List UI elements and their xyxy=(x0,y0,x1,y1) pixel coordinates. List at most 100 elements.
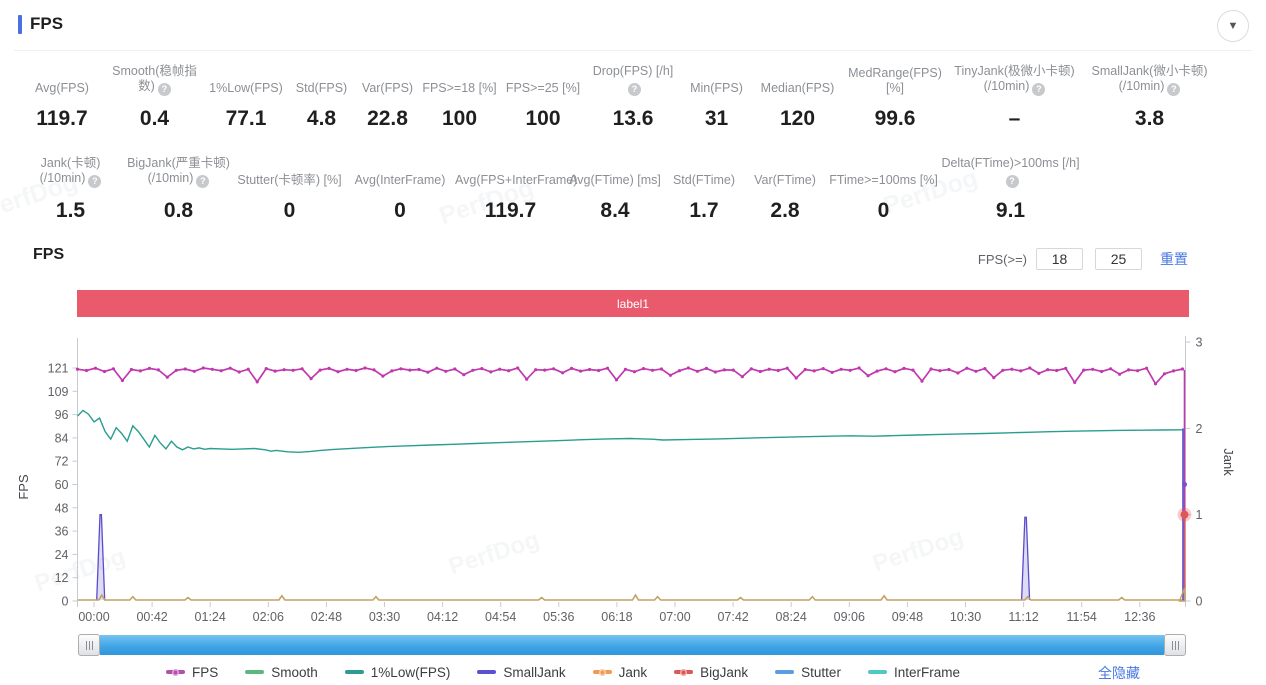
legend-item-smalljank[interactable]: SmallJank xyxy=(477,664,566,680)
svg-text:2: 2 xyxy=(1196,422,1203,436)
legend-item-interframe[interactable]: InterFrame xyxy=(867,664,960,680)
help-icon[interactable]: ? xyxy=(628,83,641,96)
svg-text:36: 36 xyxy=(55,525,69,539)
reset-link[interactable]: 重置 xyxy=(1160,251,1188,267)
svg-text:00:00: 00:00 xyxy=(78,610,109,624)
stat-value: 9.1 xyxy=(995,199,1026,222)
legend-label: SmallJank xyxy=(503,664,566,680)
svg-text:24: 24 xyxy=(55,548,69,562)
stat-value: 1.7 xyxy=(689,199,719,222)
legend-item-stutter[interactable]: Stutter xyxy=(775,665,841,680)
legend-item-jank[interactable]: Jank xyxy=(592,664,648,680)
legend-label: Jank xyxy=(618,664,648,680)
svg-text:10:30: 10:30 xyxy=(950,610,981,624)
chart-section-title: FPS xyxy=(33,246,65,263)
svg-text:3: 3 xyxy=(1196,336,1203,350)
stat-value: 1.5 xyxy=(55,199,86,222)
svg-text:11:54: 11:54 xyxy=(1067,610,1097,624)
stat-cell: Smooth(稳帧指数)? 0.4 xyxy=(106,64,203,133)
help-icon[interactable]: ? xyxy=(1032,83,1046,96)
svg-text:12: 12 xyxy=(55,571,69,585)
stat-label: Avg(FPS) xyxy=(35,81,89,95)
svg-text:02:48: 02:48 xyxy=(311,610,342,624)
stat-label: Avg(FPS+InterFrame) xyxy=(455,173,578,187)
stat-label: Avg(FTime) [ms] xyxy=(569,173,661,187)
help-icon[interactable]: ? xyxy=(1167,83,1181,96)
legend-item-1-low-fps-[interactable]: 1%Low(FPS) xyxy=(344,665,450,680)
stat-cell: Min(FPS) 31 xyxy=(678,81,755,133)
help-icon[interactable]: ? xyxy=(1005,175,1019,188)
legend-marker-icon xyxy=(674,668,694,676)
help-icon[interactable]: ? xyxy=(157,83,171,96)
collapse-button[interactable]: ▼ xyxy=(1217,10,1249,42)
chart-scrollbar xyxy=(78,634,1186,656)
chevron-down-icon: ▼ xyxy=(1227,19,1239,32)
fps-threshold-input-2[interactable] xyxy=(1095,248,1142,270)
svg-text:0: 0 xyxy=(1196,595,1203,609)
legend-label: InterFrame xyxy=(893,664,960,680)
svg-text:121: 121 xyxy=(48,362,69,376)
fps-chart[interactable]: PerfDog PerfDog PerfDog0122436486072849610… xyxy=(0,325,1266,630)
legend-label: FPS xyxy=(192,664,219,680)
svg-text:Jank: Jank xyxy=(1221,448,1236,476)
stat-label: Drop(FPS) [/h]? xyxy=(592,64,674,96)
stat-cell: Stutter(卡顿率) [%] 0 xyxy=(234,173,345,225)
help-icon[interactable]: ? xyxy=(88,175,102,188)
stat-value: 77.1 xyxy=(225,107,267,130)
svg-text:109: 109 xyxy=(48,385,69,399)
svg-text:84: 84 xyxy=(55,431,69,445)
stat-value: 120 xyxy=(779,107,816,130)
stats-row-2: Jank(卡顿) (/10min)? 1.5 BigJank(严重卡顿) (/10m… xyxy=(18,156,1228,225)
scrollbar-track[interactable] xyxy=(100,635,1164,655)
stat-cell: MedRange(FPS)[%] 99.6 xyxy=(840,66,950,133)
svg-text:09:48: 09:48 xyxy=(892,610,923,624)
svg-text:05:36: 05:36 xyxy=(543,610,574,624)
svg-text:FPS: FPS xyxy=(16,474,31,500)
chart-legend: FPS Smooth 1%Low(FPS) SmallJank Jank BigJank S… xyxy=(0,660,1266,684)
stat-label: MedRange(FPS)[%] xyxy=(848,66,942,95)
svg-text:02:06: 02:06 xyxy=(253,610,284,624)
stat-cell: Median(FPS) 120 xyxy=(755,81,840,133)
scrollbar-left-handle[interactable] xyxy=(78,634,100,656)
fps-threshold-input-1[interactable] xyxy=(1036,248,1083,270)
stat-cell: FPS>=18 [%] 100 xyxy=(421,81,498,133)
stat-label: Var(FPS) xyxy=(361,81,414,95)
stat-cell: Std(FPS) 4.8 xyxy=(289,81,354,133)
legend-item-fps[interactable]: FPS xyxy=(166,665,218,680)
stat-value: 31 xyxy=(704,107,729,130)
label1-bar: label1 xyxy=(77,290,1189,317)
title-accent-bar xyxy=(18,14,22,34)
stat-value: 22.8 xyxy=(367,107,408,130)
stat-cell: Avg(InterFrame) 0 xyxy=(345,173,455,225)
svg-text:04:54: 04:54 xyxy=(485,610,516,624)
svg-text:1: 1 xyxy=(1196,508,1203,522)
header-divider xyxy=(14,50,1252,51)
stat-value: 3.8 xyxy=(1134,107,1165,130)
svg-text:08:24: 08:24 xyxy=(776,610,807,624)
stat-value: 0 xyxy=(877,199,890,222)
label1-text: label1 xyxy=(616,296,650,311)
help-icon[interactable]: ? xyxy=(196,175,210,188)
scrollbar-right-handle[interactable] xyxy=(1164,634,1186,656)
stat-label: SmallJank(微小卡顿) (/10min)? xyxy=(1091,64,1208,96)
grip-icon xyxy=(1171,640,1179,650)
stat-value: 2.8 xyxy=(770,199,800,222)
stat-label: FPS>=18 [%] xyxy=(422,81,497,95)
legend-marker-icon xyxy=(477,670,497,674)
svg-text:06:18: 06:18 xyxy=(601,610,632,624)
stat-cell: Delta(FTime)>100ms [/h]? 9.1 xyxy=(941,156,1080,225)
legend-item-smooth[interactable]: Smooth xyxy=(245,665,318,680)
stats-row-1: Avg(FPS) 119.7 Smooth(稳帧指数)? 0.4 1%Low(FPS) 7… xyxy=(18,64,1228,133)
stat-cell: 1%Low(FPS) 77.1 xyxy=(203,81,289,133)
legend-marker-icon xyxy=(166,668,185,676)
stat-label: Avg(InterFrame) xyxy=(354,173,446,187)
legend-item-bigjank[interactable]: BigJank xyxy=(674,665,748,680)
svg-text:07:42: 07:42 xyxy=(717,610,748,624)
stat-label: BigJank(严重卡顿) (/10min)? xyxy=(127,156,230,188)
legend-marker-icon xyxy=(245,670,265,674)
stat-value: 0.4 xyxy=(139,107,170,130)
hide-all-link[interactable]: 全隐藏 xyxy=(1098,665,1140,681)
stat-label: Median(FPS) xyxy=(760,81,835,95)
stat-cell: SmallJank(微小卡顿) (/10min)? 3.8 xyxy=(1079,64,1220,133)
